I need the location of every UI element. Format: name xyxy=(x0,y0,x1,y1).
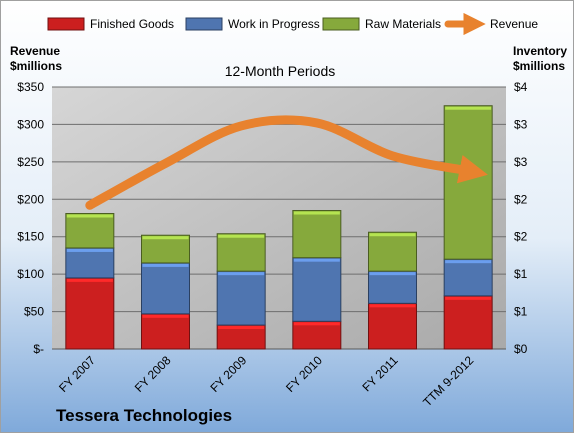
bar-work-in-progress xyxy=(368,270,417,304)
bar-work-in-progress-highlight xyxy=(218,272,265,276)
legend-swatch xyxy=(185,17,223,31)
bar-finished-goods-highlight xyxy=(293,322,340,326)
right-axis-tick-label: $3 xyxy=(514,117,528,131)
bar-work-in-progress xyxy=(292,257,342,322)
chart-subtitle: 12-Month Periods xyxy=(225,63,336,79)
right-axis-tick-label: $1 xyxy=(514,305,528,319)
bar-finished-goods xyxy=(292,320,342,350)
bar-finished-goods xyxy=(65,277,115,350)
bar-finished-goods xyxy=(141,313,190,350)
bar-work-in-progress-highlight xyxy=(445,260,492,264)
legend-label: Finished Goods xyxy=(90,17,174,31)
bar-raw-materials-highlight xyxy=(369,233,416,237)
bar-raw-materials-highlight xyxy=(66,214,113,218)
bar-raw-materials-highlight xyxy=(218,234,265,238)
bar-raw-materials xyxy=(141,234,190,264)
bar-raw-materials-highlight xyxy=(293,211,340,215)
bar-finished-goods-highlight xyxy=(142,314,189,318)
bar-work-in-progress xyxy=(141,262,190,315)
bar-raw-materials-highlight xyxy=(445,106,492,110)
left-axis-tick-label: $50 xyxy=(24,305,44,319)
right-axis-tick-label: $0 xyxy=(514,342,528,356)
left-axis-tick-label: $- xyxy=(33,342,44,356)
company-name: Tessera Technologies xyxy=(56,406,232,425)
bar-work-in-progress-highlight xyxy=(66,248,113,252)
left-axis-title-line2: $millions xyxy=(10,59,62,73)
bar-raw-materials xyxy=(65,213,115,249)
right-axis-tick-label: $2 xyxy=(514,230,528,244)
legend-swatch xyxy=(322,17,360,31)
revenue-line xyxy=(85,115,488,210)
right-axis-tick-label: $3 xyxy=(514,155,528,169)
right-axis-ticks: $0 $1 $1 $2 $2 $3 $3 $4 xyxy=(514,80,528,356)
bar-raw-materials xyxy=(368,231,417,272)
left-axis-tick-label: $350 xyxy=(17,80,44,94)
bar-finished-goods xyxy=(443,295,493,350)
bar-finished-goods-highlight xyxy=(369,304,416,308)
left-axis-title-line1: Revenue xyxy=(10,44,60,58)
bar-work-in-progress-highlight xyxy=(142,263,189,267)
legend-label: Revenue xyxy=(490,17,538,31)
bar-work-in-progress-highlight xyxy=(369,272,416,276)
bar-work-in-progress xyxy=(65,247,115,279)
left-axis-ticks: $- $50 $100 $150 $200 $250 $300 $350 xyxy=(17,80,44,356)
right-axis-tick-label: $4 xyxy=(514,80,528,94)
bar-finished-goods xyxy=(368,302,417,350)
legend: Finished Goods Work in Progress Raw Materi… xyxy=(47,12,538,36)
bar-raw-materials xyxy=(216,233,266,272)
legend-swatch xyxy=(47,17,85,31)
plot-area xyxy=(52,87,506,349)
bar-finished-goods-highlight xyxy=(218,326,265,330)
legend-label: Work in Progress xyxy=(228,17,320,31)
right-axis-tick-label: $2 xyxy=(514,192,528,206)
left-axis-tick-label: $300 xyxy=(17,117,44,131)
bar-raw-materials-highlight xyxy=(142,236,189,240)
right-axis-title-line1: Inventory xyxy=(513,44,567,58)
bar-finished-goods-highlight xyxy=(66,278,113,282)
bar-finished-goods-highlight xyxy=(445,296,492,300)
left-axis-tick-label: $150 xyxy=(17,230,44,244)
bar-work-in-progress xyxy=(443,258,493,297)
legend-label: Raw Materials xyxy=(365,17,441,31)
right-axis-tick-label: $1 xyxy=(514,267,528,281)
bar-raw-materials xyxy=(292,210,342,259)
right-axis-title-line2: $millions xyxy=(513,59,565,73)
gridlines xyxy=(52,86,506,350)
bar-work-in-progress xyxy=(216,270,266,326)
revenue-line-layer xyxy=(85,115,488,210)
bar-work-in-progress-highlight xyxy=(293,258,340,262)
bar-raw-materials xyxy=(443,105,493,260)
left-axis-tick-label: $250 xyxy=(17,155,44,169)
left-axis-tick-label: $200 xyxy=(17,192,44,206)
left-axis-tick-label: $100 xyxy=(17,267,44,281)
